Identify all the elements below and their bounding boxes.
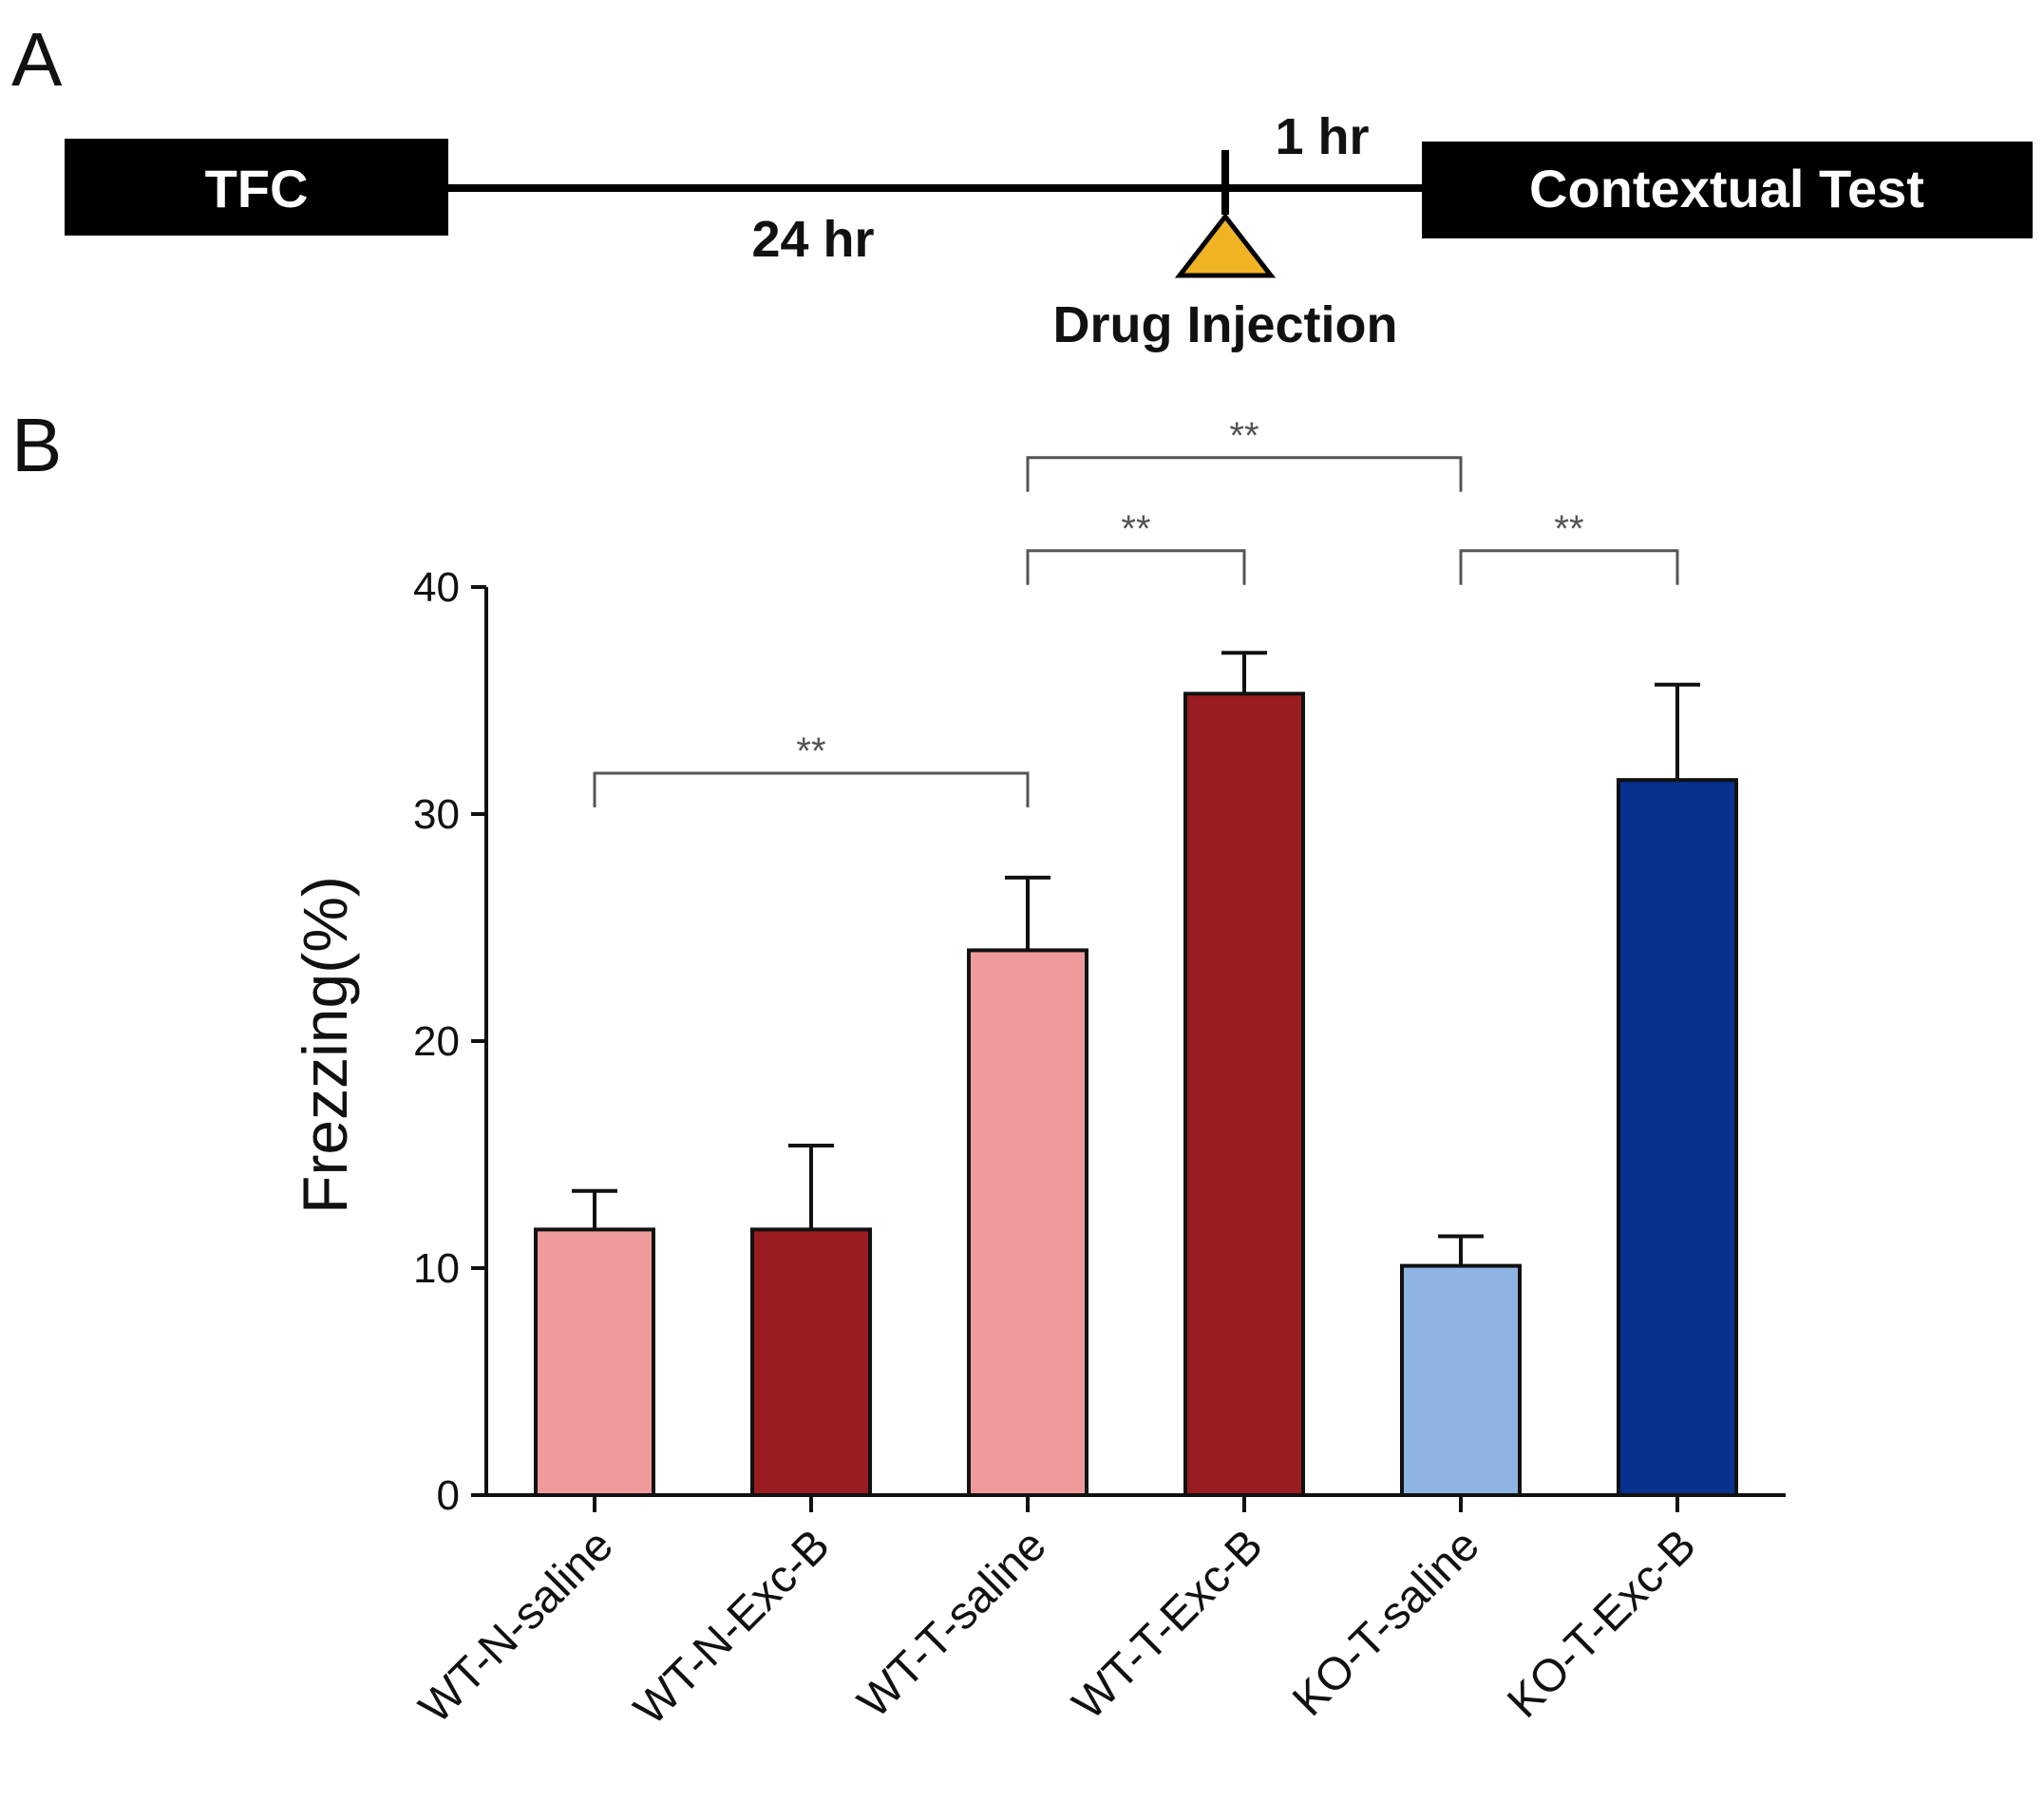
injection-marker-icon: [1174, 212, 1277, 278]
significance-bracket: [1459, 549, 1679, 585]
tfc-box: [65, 139, 448, 236]
bar-wt-n-saline: [534, 1227, 655, 1497]
x-tick-label: KO-T-Exc-B: [1498, 1520, 1706, 1728]
x-tick-label: WT-T-Exc-B: [1063, 1520, 1272, 1729]
panel-a-label: A: [11, 17, 63, 102]
significance-label: **: [1121, 508, 1150, 550]
interval-24hr: 24 hr: [751, 211, 874, 268]
tfc-box-label: TFC: [205, 159, 309, 218]
y-tick-label: 20: [413, 1018, 460, 1065]
bar-wt-n-exc-b: [750, 1227, 872, 1497]
y-axis-label: Frezzing(%): [290, 876, 360, 1214]
y-tick-label: 0: [437, 1472, 460, 1519]
x-tick-label: WT-N-Exc-B: [625, 1520, 840, 1735]
panel-b-label: B: [11, 403, 62, 487]
significance-label: **: [1554, 508, 1583, 550]
significance-bracket: [1026, 456, 1463, 492]
significance-label: **: [796, 730, 825, 772]
interval-1hr: 1 hr: [1275, 108, 1369, 165]
y-tick-label: 40: [413, 564, 460, 611]
x-tick-label: KO-T-saline: [1283, 1520, 1489, 1726]
bar-wt-t-exc-b: [1183, 692, 1305, 1497]
y-tick-label: 30: [413, 791, 460, 838]
significance-bracket: [1026, 549, 1246, 585]
x-tick-label: WT-T-saline: [848, 1520, 1056, 1728]
bar-ko-t-saline: [1400, 1263, 1522, 1497]
timeline: TFC Contextual Test 24 hr 1 hr Drug Inje…: [65, 108, 2033, 353]
bar-wt-t-saline: [967, 948, 1088, 1497]
significance-label: **: [1229, 415, 1259, 457]
bar-ko-t-exc-b: [1617, 778, 1738, 1497]
drug-injection-label: Drug Injection: [1053, 296, 1398, 353]
x-tick-label: WT-N-saline: [410, 1520, 623, 1733]
significance-bracket: [593, 771, 1030, 807]
contextual-test-box-label: Contextual Test: [1529, 159, 1924, 218]
y-tick-label: 10: [413, 1245, 460, 1292]
contextual-test-box: [1422, 142, 2033, 238]
bar-chart: Frezzing(%) 0 10 20 30 40 WT-N-saline WT-N-Exc…: [290, 415, 1786, 1735]
